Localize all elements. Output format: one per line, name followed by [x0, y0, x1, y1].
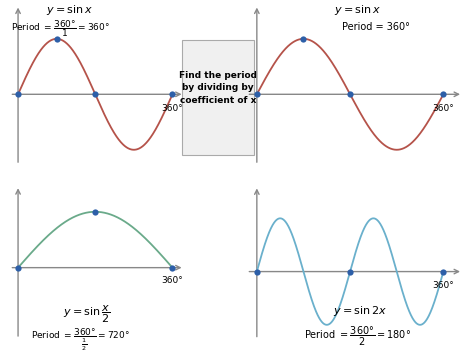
Text: 360°: 360°	[432, 281, 454, 290]
Text: $y = \sin x$: $y = \sin x$	[334, 3, 382, 17]
Text: $y = \sin 2x$: $y = \sin 2x$	[333, 304, 387, 317]
Text: Period = 360°: Period = 360°	[342, 22, 410, 32]
Text: Period $= \dfrac{360°}{2} = 180°$: Period $= \dfrac{360°}{2} = 180°$	[304, 325, 411, 348]
Text: $y = \sin x$: $y = \sin x$	[46, 3, 93, 17]
Text: Find the period
by dividing by
coefficient of x: Find the period by dividing by coefficie…	[179, 71, 257, 105]
Text: 360°: 360°	[162, 104, 183, 113]
Text: 360°: 360°	[162, 276, 183, 285]
FancyBboxPatch shape	[182, 40, 255, 155]
Text: $y = \sin \dfrac{x}{2}$: $y = \sin \dfrac{x}{2}$	[63, 304, 110, 326]
Text: Period $= \dfrac{360°}{1} = 360°$: Period $= \dfrac{360°}{1} = 360°$	[11, 18, 110, 39]
Text: Period $= \dfrac{360°}{\frac{1}{2}} = 720°$: Period $= \dfrac{360°}{\frac{1}{2}} = 72…	[31, 326, 130, 353]
Text: 360°: 360°	[432, 104, 454, 113]
